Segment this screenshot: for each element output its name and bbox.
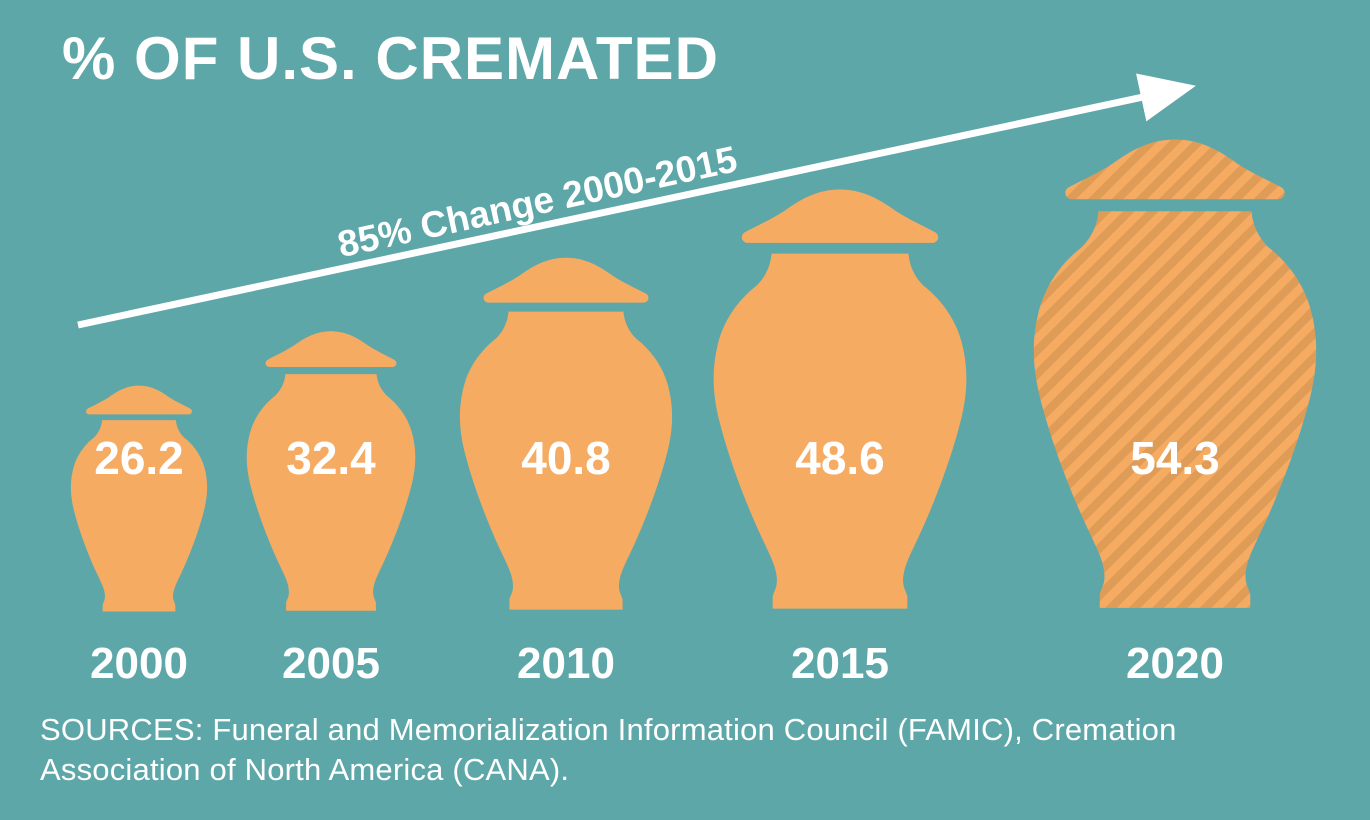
urn-2000: 26.2 2000 bbox=[70, 385, 208, 688]
urn-icon-striped bbox=[1033, 139, 1317, 608]
trend-arrow bbox=[77, 73, 1196, 329]
value-label: 48.6 bbox=[795, 432, 885, 484]
source-line: Association of North America (CANA). bbox=[40, 752, 570, 787]
year-label: 2020 bbox=[1126, 639, 1224, 688]
year-label: 2015 bbox=[791, 639, 889, 688]
value-label: 40.8 bbox=[521, 432, 611, 484]
value-label: 54.3 bbox=[1130, 432, 1220, 484]
source-line: SOURCES: Funeral and Memorialization Inf… bbox=[40, 712, 1177, 747]
sources: SOURCES: Funeral and Memorialization Inf… bbox=[40, 710, 1177, 790]
urn-2005: 32.4 2005 bbox=[246, 331, 416, 688]
value-label: 26.2 bbox=[94, 432, 184, 484]
page-title: % OF U.S. CREMATED bbox=[62, 25, 719, 92]
urn-icon bbox=[70, 385, 208, 612]
value-label: 32.4 bbox=[286, 432, 376, 484]
year-label: 2010 bbox=[517, 639, 615, 688]
annotation-label: 85% Change 2000-2015 bbox=[334, 138, 741, 265]
urn-2020: 54.3 2020 bbox=[1033, 139, 1317, 688]
year-label: 2005 bbox=[282, 639, 380, 688]
year-label: 2000 bbox=[90, 639, 188, 688]
urn-2015: 48.6 2015 bbox=[713, 189, 967, 688]
urns: 26.2 2000 32.4 2005 40.8 2010 48.6 2015 54.3 2020 bbox=[70, 139, 1317, 688]
urn-2010: 40.8 2010 bbox=[459, 257, 673, 688]
urn-icon bbox=[713, 189, 967, 609]
